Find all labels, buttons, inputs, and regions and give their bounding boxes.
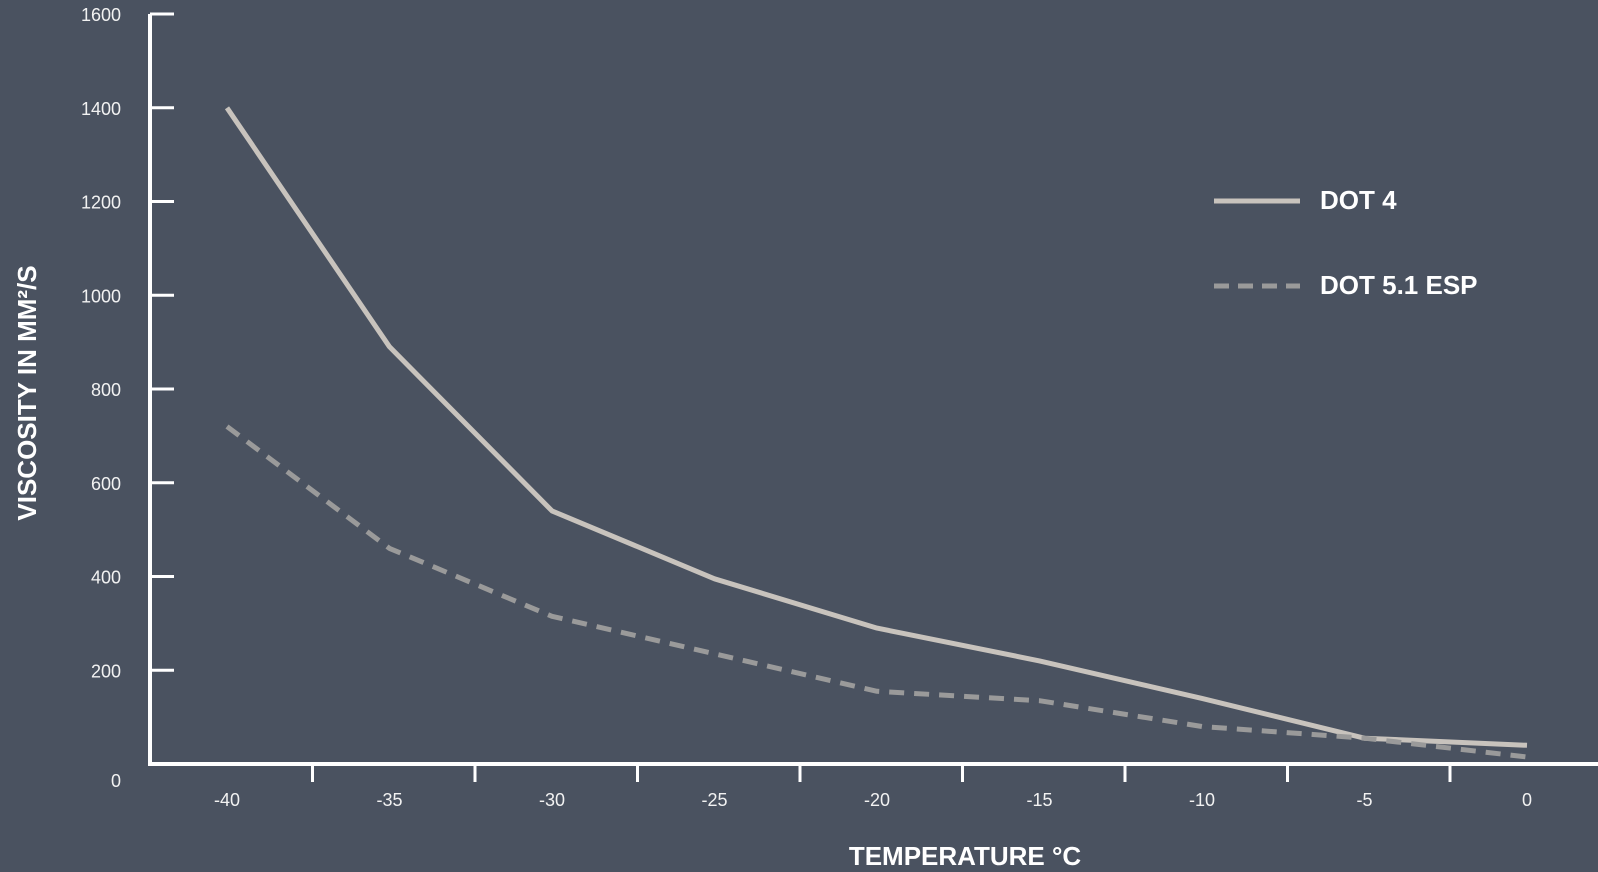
x-tick-label: -10 [1189,790,1215,810]
x-tick-label: -15 [1026,790,1052,810]
y-tick-label: 600 [91,474,121,494]
y-tick-label: 0 [111,771,121,791]
x-axis-title: TEMPERATURE °C [849,841,1082,871]
series-line-dot51-esp [225,424,1528,760]
y-tick-label: 1200 [81,193,121,213]
series-line-dot4 [224,106,1528,748]
x-tick-label: -20 [864,790,890,810]
legend: DOT 4 DOT 5.1 ESP [1214,185,1478,300]
y-tick-label: 800 [91,380,121,400]
axes [148,14,1598,766]
x-tick-label: -35 [376,790,402,810]
y-ticks: 0 200 400 600 800 1000 1200 1400 1600 [81,5,174,791]
y-axis-title: VISCOSITY IN MM²/S [12,265,42,520]
y-tick-label: 200 [91,661,121,681]
x-tick-label: -5 [1356,790,1372,810]
y-tick-label: 1000 [81,286,121,306]
y-tick-label: 1600 [81,5,121,25]
legend-label-dot4: DOT 4 [1320,185,1397,215]
x-tick-label: 0 [1522,790,1532,810]
x-ticks: -40 -35 -30 -25 -20 -15 -10 -5 0 [214,764,1532,810]
y-tick-label: 400 [91,568,121,588]
x-tick-label: -30 [539,790,565,810]
y-tick-label: 1400 [81,99,121,119]
series-lines [224,106,1528,760]
x-tick-label: -40 [214,790,240,810]
legend-label-dot51: DOT 5.1 ESP [1320,270,1478,300]
x-tick-label: -25 [701,790,727,810]
